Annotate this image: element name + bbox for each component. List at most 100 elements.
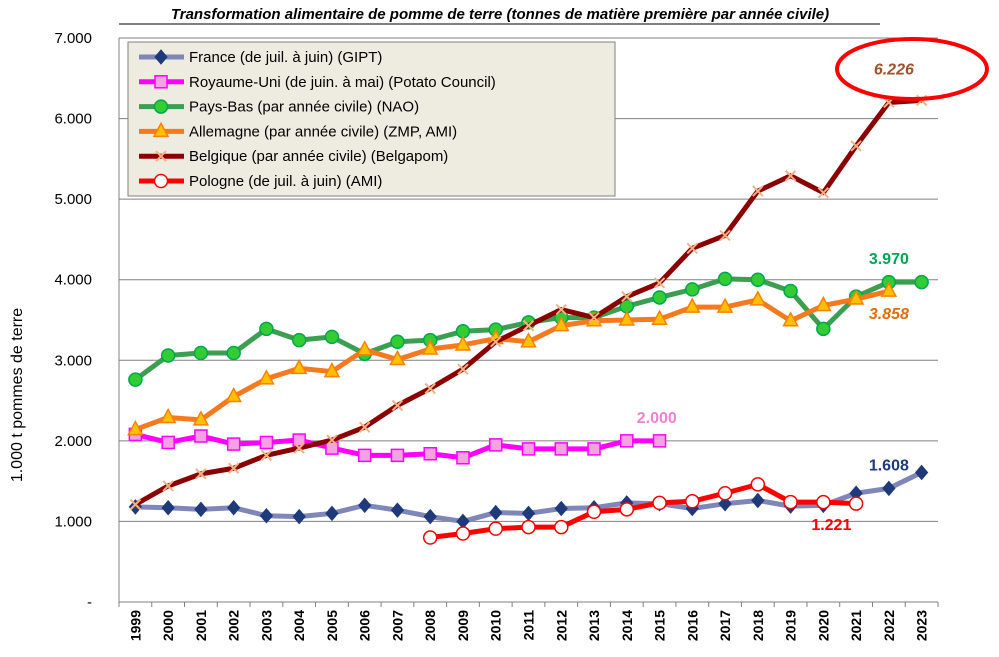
data-point (489, 504, 503, 521)
x-tick-label: 2016 (684, 610, 700, 641)
data-point (195, 468, 207, 480)
data-point (716, 297, 734, 313)
data-point (685, 282, 700, 297)
data-point (324, 329, 340, 345)
data-point (750, 477, 766, 492)
x-tick-label: 2021 (848, 610, 864, 641)
data-point (326, 434, 338, 446)
data-point (293, 442, 305, 454)
data-point (259, 321, 274, 337)
data-point (390, 334, 405, 350)
x-tick-label: 2002 (226, 610, 242, 641)
data-point (815, 295, 832, 312)
data-point (161, 435, 175, 450)
y-tick-label: 2.000 (54, 433, 92, 450)
data-point (162, 480, 174, 492)
data-point (225, 386, 242, 403)
x-tick-label: 2004 (291, 610, 307, 641)
x-tick-label: 2009 (455, 610, 471, 641)
legend: France (de juil. à juin) (GIPT) Royaume-U… (127, 41, 616, 197)
legend-box (127, 41, 616, 197)
data-point (717, 485, 733, 501)
legend-entry: Pologne (de juil. à juin) (AMI) (189, 173, 382, 190)
data-point (653, 277, 666, 289)
data-point (127, 419, 144, 436)
series (128, 464, 929, 530)
data-point (652, 495, 667, 511)
x-tick-label: 2010 (488, 610, 504, 641)
x-tick-label: 2020 (815, 610, 831, 641)
series (129, 94, 928, 511)
data-point (192, 410, 210, 426)
data-point (423, 508, 437, 525)
x-tick-label: 2018 (750, 610, 766, 641)
series (127, 281, 898, 436)
data-point (457, 363, 469, 375)
y-tick-label: 4.000 (54, 272, 92, 289)
data-point (389, 349, 406, 366)
data-point (325, 505, 339, 522)
data-point (685, 494, 700, 509)
y-tick-label: 3.000 (54, 352, 92, 369)
data-point (290, 358, 308, 375)
data-point (424, 382, 436, 395)
data-point (194, 429, 208, 443)
data-point (783, 283, 798, 299)
data-point (817, 186, 830, 199)
legend-entry: Pays-Bas (par année civile) (NAO) (189, 99, 419, 116)
data-point (522, 319, 535, 332)
data-point (260, 449, 273, 462)
data-point (258, 369, 275, 385)
data-point (488, 438, 503, 452)
x-tick-label: 2006 (357, 610, 373, 641)
data-point (587, 442, 601, 456)
data-point (227, 462, 240, 474)
data-point (259, 508, 274, 524)
data-point (227, 499, 241, 516)
data-label: 2.000 (637, 410, 677, 427)
data-point (816, 321, 831, 337)
data-point (783, 494, 798, 510)
data-label: 3.970 (869, 251, 909, 268)
series (128, 271, 929, 387)
data-point (882, 480, 896, 497)
legend-swatch-marker (152, 121, 170, 138)
data-point (651, 309, 668, 325)
data-point (749, 290, 767, 306)
data-point (423, 446, 437, 461)
y-tick-label: 6.000 (54, 111, 92, 128)
y-tick-label: 5.000 (54, 191, 92, 208)
data-point (782, 311, 799, 327)
data-point (194, 501, 208, 518)
data-point (847, 289, 865, 305)
chart-title: Transformation alimentaire de pomme de t… (171, 6, 829, 23)
data-point (226, 437, 241, 451)
legend-entry: Royaume-Uni (de juin. à mai) (Potato Cou… (189, 74, 496, 91)
data-label: 6.226 (874, 61, 914, 78)
series (422, 477, 864, 545)
data-point (816, 494, 831, 510)
data-point (455, 526, 471, 541)
data-point (684, 297, 701, 313)
x-tick-label: 2014 (619, 610, 635, 641)
x-tick-label: 2003 (258, 610, 274, 641)
series (128, 427, 667, 465)
x-tick-label: 2012 (553, 610, 569, 641)
data-point (880, 281, 898, 297)
data-point (323, 361, 341, 378)
data-point (553, 316, 570, 332)
legend-entry: Allemagne (par année civile) (ZMP, AMI) (189, 123, 457, 140)
data-point (390, 448, 405, 463)
data-point (161, 499, 175, 516)
data-point (390, 502, 405, 518)
y-axis-label: 1.000 t pommes de terre (9, 308, 26, 482)
data-point (226, 345, 241, 361)
x-tick-label: 2005 (324, 610, 340, 641)
data-point (588, 311, 600, 324)
x-tick-label: 2023 (914, 610, 930, 641)
x-tick-label: 1999 (127, 610, 143, 641)
data-label: 3.858 (869, 306, 909, 323)
data-point (586, 504, 602, 520)
data-point (421, 339, 439, 355)
data-point (521, 519, 536, 535)
